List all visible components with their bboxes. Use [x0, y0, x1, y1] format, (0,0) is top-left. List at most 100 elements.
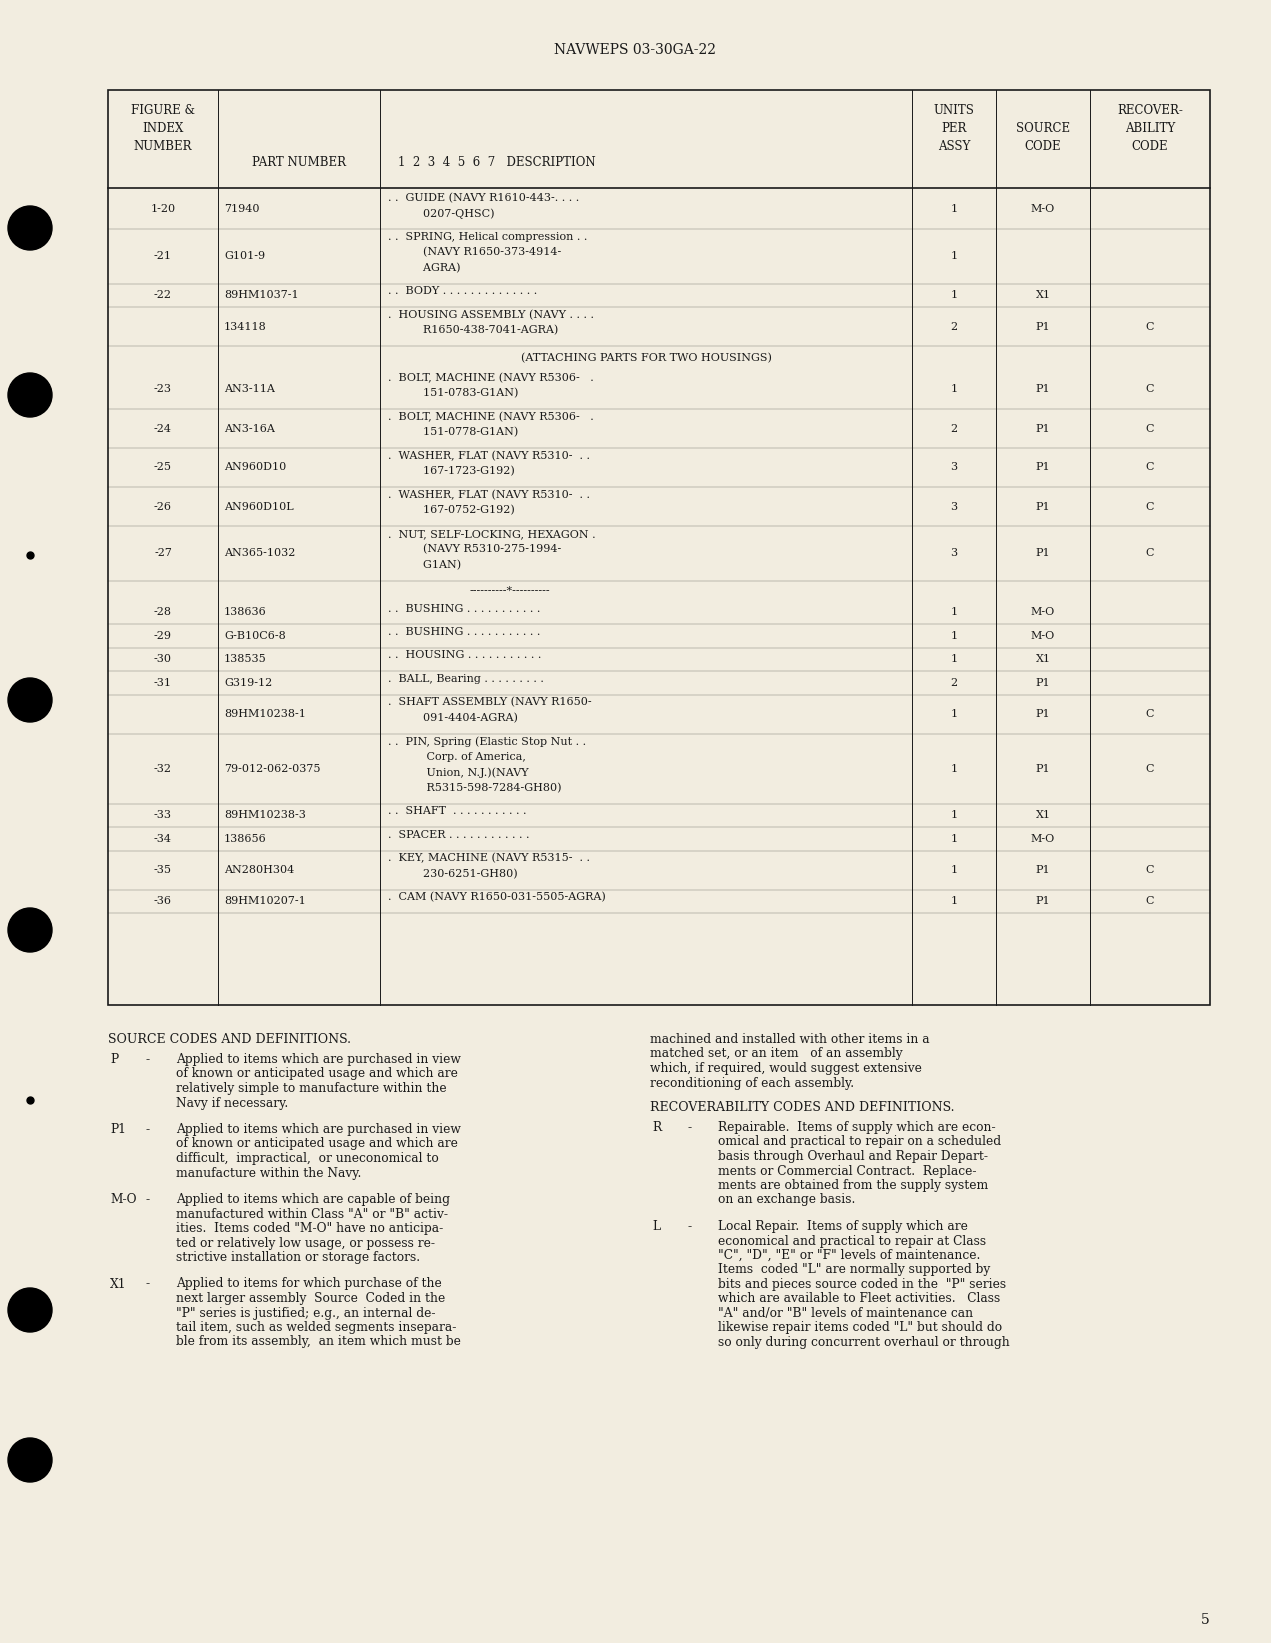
- Text: 0207-QHSC): 0207-QHSC): [388, 209, 494, 219]
- Text: R1650-438-7041-AGRA): R1650-438-7041-AGRA): [388, 325, 558, 335]
- Text: C: C: [1145, 462, 1154, 473]
- Text: Corp. of America,: Corp. of America,: [388, 752, 526, 762]
- Text: C: C: [1145, 710, 1154, 720]
- Text: on an exchange basis.: on an exchange basis.: [718, 1193, 855, 1206]
- Text: 134118: 134118: [224, 322, 267, 332]
- Text: -: -: [146, 1124, 150, 1135]
- Text: -33: -33: [154, 810, 172, 820]
- Text: 1: 1: [951, 251, 957, 261]
- Text: economical and practical to repair at Class: economical and practical to repair at Cl…: [718, 1234, 986, 1247]
- Text: difficult,  impractical,  or uneconomical to: difficult, impractical, or uneconomical …: [175, 1152, 438, 1165]
- Text: C: C: [1145, 764, 1154, 774]
- Text: G1AN): G1AN): [388, 560, 461, 570]
- Text: .  BALL, Bearing . . . . . . . . .: . BALL, Bearing . . . . . . . . .: [388, 674, 544, 683]
- Text: which are available to Fleet activities.   Class: which are available to Fleet activities.…: [718, 1293, 1000, 1306]
- Text: Repairable.  Items of supply which are econ-: Repairable. Items of supply which are ec…: [718, 1121, 995, 1134]
- Text: M-O: M-O: [1031, 204, 1055, 215]
- Text: ments or Commercial Contract.  Replace-: ments or Commercial Contract. Replace-: [718, 1165, 976, 1178]
- Text: M-O: M-O: [111, 1193, 136, 1206]
- Text: ASSY: ASSY: [938, 140, 970, 153]
- Text: 1: 1: [951, 654, 957, 664]
- Text: Applied to items for which purchase of the: Applied to items for which purchase of t…: [175, 1278, 442, 1290]
- Text: 1: 1: [951, 864, 957, 876]
- Circle shape: [8, 1288, 52, 1332]
- Text: 1  2  3  4  5  6  7   DESCRIPTION: 1 2 3 4 5 6 7 DESCRIPTION: [398, 156, 596, 169]
- Text: -35: -35: [154, 864, 172, 876]
- Bar: [108, 90, 1210, 1006]
- Text: bits and pieces source coded in the  "P" series: bits and pieces source coded in the "P" …: [718, 1278, 1007, 1291]
- Text: . .  BODY . . . . . . . . . . . . . .: . . BODY . . . . . . . . . . . . . .: [388, 286, 538, 296]
- Text: next larger assembly  Source  Coded in the: next larger assembly Source Coded in the: [175, 1291, 445, 1305]
- Text: -25: -25: [154, 462, 172, 473]
- Text: -: -: [146, 1053, 150, 1066]
- Text: -: -: [146, 1193, 150, 1206]
- Text: L: L: [652, 1221, 660, 1232]
- Text: .  SHAFT ASSEMBLY (NAVY R1650-: . SHAFT ASSEMBLY (NAVY R1650-: [388, 697, 591, 708]
- Text: AN3-16A: AN3-16A: [224, 424, 275, 434]
- Text: NUMBER: NUMBER: [133, 140, 192, 153]
- Text: manufacture within the Navy.: manufacture within the Navy.: [175, 1167, 361, 1180]
- Text: G319-12: G319-12: [224, 679, 272, 688]
- Text: CODE: CODE: [1131, 140, 1168, 153]
- Text: X1: X1: [111, 1278, 127, 1290]
- Text: FIGURE &: FIGURE &: [131, 104, 194, 117]
- Text: ted or relatively low usage, or possess re-: ted or relatively low usage, or possess …: [175, 1237, 435, 1249]
- Text: P1: P1: [1036, 322, 1050, 332]
- Text: .  WASHER, FLAT (NAVY R5310-  . .: . WASHER, FLAT (NAVY R5310- . .: [388, 450, 590, 462]
- Text: R5315-598-7284-GH80): R5315-598-7284-GH80): [388, 782, 562, 794]
- Text: C: C: [1145, 384, 1154, 394]
- Text: C: C: [1145, 549, 1154, 559]
- Text: -21: -21: [154, 251, 172, 261]
- Text: X1: X1: [1036, 810, 1051, 820]
- Text: 3: 3: [951, 549, 957, 559]
- Text: CODE: CODE: [1024, 140, 1061, 153]
- Text: 1: 1: [951, 710, 957, 720]
- Text: .  CAM (NAVY R1650-031-5505-AGRA): . CAM (NAVY R1650-031-5505-AGRA): [388, 892, 606, 902]
- Text: Applied to items which are purchased in view: Applied to items which are purchased in …: [175, 1053, 461, 1066]
- Text: Applied to items which are capable of being: Applied to items which are capable of be…: [175, 1193, 450, 1206]
- Text: .  KEY, MACHINE (NAVY R5315-  . .: . KEY, MACHINE (NAVY R5315- . .: [388, 853, 590, 864]
- Text: .  BOLT, MACHINE (NAVY R5306-   .: . BOLT, MACHINE (NAVY R5306- .: [388, 412, 594, 422]
- Text: -36: -36: [154, 895, 172, 907]
- Text: 5: 5: [1201, 1613, 1210, 1627]
- Text: (ATTACHING PARTS FOR TWO HOUSINGS): (ATTACHING PARTS FOR TWO HOUSINGS): [521, 353, 771, 363]
- Text: . .  GUIDE (NAVY R1610-443-. . . .: . . GUIDE (NAVY R1610-443-. . . .: [388, 192, 580, 204]
- Text: -: -: [688, 1121, 693, 1134]
- Circle shape: [8, 1438, 52, 1482]
- Text: of known or anticipated usage and which are: of known or anticipated usage and which …: [175, 1137, 458, 1150]
- Text: -31: -31: [154, 679, 172, 688]
- Text: X1: X1: [1036, 654, 1051, 664]
- Text: ments are obtained from the supply system: ments are obtained from the supply syste…: [718, 1180, 989, 1193]
- Text: 2: 2: [951, 424, 957, 434]
- Text: P1: P1: [1036, 679, 1050, 688]
- Text: -22: -22: [154, 291, 172, 301]
- Text: -26: -26: [154, 501, 172, 511]
- Text: 1-20: 1-20: [150, 204, 175, 215]
- Text: (NAVY R1650-373-4914-: (NAVY R1650-373-4914-: [388, 248, 562, 258]
- Text: .  NUT, SELF-LOCKING, HEXAGON .: . NUT, SELF-LOCKING, HEXAGON .: [388, 529, 596, 539]
- Text: 1: 1: [951, 810, 957, 820]
- Text: "C", "D", "E" or "F" levels of maintenance.: "C", "D", "E" or "F" levels of maintenan…: [718, 1249, 980, 1262]
- Text: C: C: [1145, 322, 1154, 332]
- Text: 89HM10207-1: 89HM10207-1: [224, 895, 306, 907]
- Text: ities.  Items coded "M-O" have no anticipa-: ities. Items coded "M-O" have no anticip…: [175, 1222, 444, 1236]
- Text: 79-012-062-0375: 79-012-062-0375: [224, 764, 320, 774]
- Text: C: C: [1145, 895, 1154, 907]
- Text: M-O: M-O: [1031, 631, 1055, 641]
- Text: PER: PER: [942, 122, 967, 135]
- Text: .  WASHER, FLAT (NAVY R5310-  . .: . WASHER, FLAT (NAVY R5310- . .: [388, 490, 590, 499]
- Text: .  BOLT, MACHINE (NAVY R5306-   .: . BOLT, MACHINE (NAVY R5306- .: [388, 373, 594, 383]
- Text: -24: -24: [154, 424, 172, 434]
- Text: INDEX: INDEX: [142, 122, 184, 135]
- Text: P: P: [111, 1053, 118, 1066]
- Text: 1: 1: [951, 895, 957, 907]
- Text: 138656: 138656: [224, 833, 267, 845]
- Text: 1: 1: [951, 204, 957, 215]
- Text: -: -: [146, 1278, 150, 1290]
- Text: 167-1723-G192): 167-1723-G192): [388, 467, 515, 476]
- Circle shape: [8, 205, 52, 250]
- Text: PART NUMBER: PART NUMBER: [252, 156, 346, 169]
- Text: SOURCE: SOURCE: [1016, 122, 1070, 135]
- Text: . .  SPRING, Helical compression . .: . . SPRING, Helical compression . .: [388, 232, 587, 242]
- Text: "A" and/or "B" levels of maintenance can: "A" and/or "B" levels of maintenance can: [718, 1306, 974, 1319]
